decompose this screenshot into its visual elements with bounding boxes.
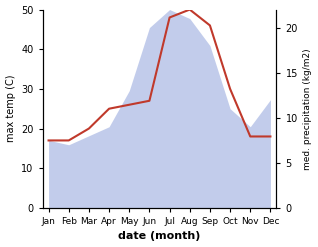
Y-axis label: med. precipitation (kg/m2): med. precipitation (kg/m2) <box>303 48 313 169</box>
Y-axis label: max temp (C): max temp (C) <box>5 75 16 143</box>
X-axis label: date (month): date (month) <box>118 231 201 242</box>
